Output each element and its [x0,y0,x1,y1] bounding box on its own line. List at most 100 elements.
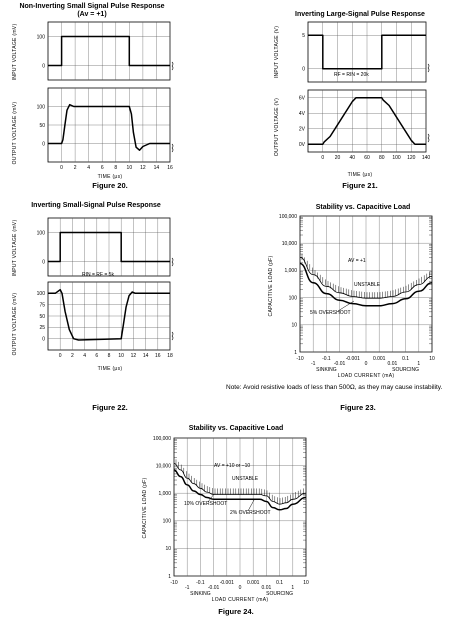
fig21-ylabel-top: INPUT VOLTAGE (V) [274,26,280,78]
fig24-ylabel: CAPACITIVE LOAD (pF) [142,478,148,539]
fig21-input-panel: 50 [302,21,430,83]
fig22-title: Inverting Small-Signal Pulse Response [31,202,161,209]
fig24-xtick-minor: -1 [185,585,190,591]
fig20-xtick-label: 6 [101,165,104,171]
fig23-title: Stability vs. Capacitive Load [316,204,411,211]
fig23-xtick-minor: 0 [365,361,368,367]
fig23-ytick-label: 1 [294,350,297,356]
figure-20: Non-Inverting Small Signal Pulse Respons… [12,3,174,190]
fig20-xtick-label: 0 [60,165,63,171]
fig24-overshoot-a-label: 10% OVERSHOOT [184,501,227,507]
fig24-ytick-label: 1 [168,574,171,580]
fig21-output-panel: 6V 4V 2V 0V [299,89,430,153]
fig23-xtick-major: 0.1 [402,356,409,362]
fig21-annotation: RF = RIN = 20k [334,72,369,78]
fig22-xtick-label: 16 [155,353,161,359]
fig24-sinking-label: SINKING [190,591,211,597]
fig21-xlabel: TIME (μs) [348,172,373,178]
fig22-top-ytick-label: 0 [42,259,45,265]
fig23-ytick-label: 1,000 [284,268,297,274]
fig20-output-panel: 100 50 0 [37,87,174,163]
fig21-bot-trace [308,97,426,146]
fig24-xtick-minor: 0 [239,585,242,591]
fig23-sourcing-label: SOURCING [392,367,419,373]
fig23-ytick-label: 100,000 [279,214,297,220]
fig22-output-panel: 100 75 50 25 0 [37,281,174,351]
fig23-overshoot-leader [337,300,355,312]
fig22-xtick-label: 14 [143,353,149,359]
fig24-caption: Figure 24. [218,607,253,616]
fig24-xtick-major: -10 [170,580,177,586]
fig20-ylabel-top: INPUT VOLTAGE (mV) [12,24,18,81]
fig23-unstable-label: UNSTABLE [354,282,381,288]
fig20-xlabel: TIME (μs) [98,174,123,180]
fig20-top-ytick-label: 0 [42,63,45,69]
fig20-subtitle: (Av = +1) [77,11,106,18]
fig24-unstable-label: UNSTABLE [232,476,259,482]
fig23-ytick-label: 100 [289,295,298,301]
fig21-bot-ytick-label: 0V [299,142,306,148]
fig20-input-panel: 100 0 [37,21,174,81]
fig20-ylabel-bottom: OUTPUT VOLTAGE (mV) [12,102,18,165]
fig20-bot-break-mark [171,143,174,153]
fig23-ytick-label: 10,000 [282,241,298,247]
fig23-xtick-major: -0.001 [346,356,360,362]
fig20-top-trace [48,35,170,67]
fig24-upper-curve [173,463,307,505]
fig23-xtick-major: 0.001 [373,356,386,362]
fig22-bot-trace [48,288,170,341]
fig23-note: Note: Avoid resistive loads of less than… [226,384,443,391]
fig21-bot-ytick-label: 6V [299,96,306,102]
fig22-top-break-mark [171,257,174,267]
fig23-unstable-hatch [301,254,430,299]
fig22-caption: Figure 22. [92,403,127,412]
fig21-bot-ytick-label: 4V [299,111,306,117]
fig21-xtick-label: 100 [392,155,401,161]
fig24-gain-label: AV = +10 or −10 [214,463,250,469]
fig22-bot-ytick-label: 0 [42,336,45,342]
fig23-sinking-label: SINKING [316,367,337,373]
fig24-ytick-label: 1,000 [158,491,171,497]
fig23-xtick-minor: -1 [311,361,316,367]
fig21-top-ytick-label: 0 [302,66,305,72]
fig24-ytick-label: 100 [163,519,172,525]
fig24-xlabel: LOAD CURRENT (mA) [212,597,269,603]
fig22-bot-break-mark [171,331,174,341]
fig21-top-break-mark [427,63,430,73]
figure-24: Stability vs. Capacitive Load CAPACITIVE… [142,425,309,616]
fig24-xtick-minor: 0.01 [262,585,272,591]
fig20-bot-trace [48,103,170,151]
fig24-xtick-major: 0.1 [276,580,283,586]
fig23-xlabel: LOAD CURRENT (mA) [338,373,395,379]
fig20-top-break-mark [171,61,174,71]
fig22-annotation: RIN = RF = 5k [82,272,114,278]
fig22-bot-ytick-label: 50 [39,314,45,320]
fig22-xtick-label: 4 [83,353,86,359]
fig22-top-trace [48,231,170,263]
fig22-xtick-label: 2 [71,353,74,359]
fig21-top-trace [308,34,426,70]
fig21-bot-break-mark [427,133,430,143]
fig24-ytick-label: 10,000 [156,463,172,469]
fig24-overshoot-b-label: 2% OVERSHOOT [230,510,271,516]
fig21-xtick-label: 80 [379,155,385,161]
fig24-xtick-major: -0.1 [196,580,205,586]
fig23-ylabel: CAPACITIVE LOAD (pF) [268,256,274,317]
fig20-xtick-label: 8 [114,165,117,171]
fig22-xtick-label: 8 [108,353,111,359]
fig22-xtick-label: 6 [95,353,98,359]
fig20-bot-ytick-label: 100 [37,104,46,110]
fig20-caption: Figure 20. [92,181,127,190]
fig21-caption: Figure 21. [342,181,377,190]
fig23-xtick-major: -0.1 [322,356,331,362]
fig20-title: Non-Inverting Small Signal Pulse Respons… [19,3,164,10]
fig23-gain-label: AV = +1 [348,258,366,264]
fig23-overshoot-label: 5% OVERSHOOT [310,310,351,316]
fig22-xtick-label: 0 [59,353,62,359]
fig20-top-ytick-label: 100 [37,34,46,40]
fig20-xtick-label: 10 [127,165,133,171]
fig24-xtick-major: 0.001 [247,580,260,586]
fig23-xtick-major: -10 [296,356,303,362]
fig20-xtick-label: 16 [167,165,173,171]
